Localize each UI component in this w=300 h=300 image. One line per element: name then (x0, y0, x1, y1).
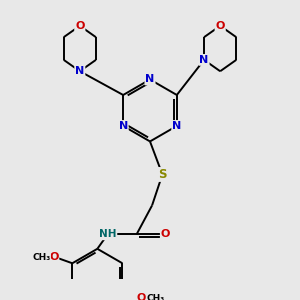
Text: S: S (158, 168, 166, 181)
Text: N: N (172, 121, 182, 131)
Text: O: O (75, 21, 85, 31)
Text: O: O (136, 293, 146, 300)
Text: N: N (146, 74, 154, 85)
Text: NH: NH (99, 230, 116, 239)
Text: CH₃: CH₃ (146, 294, 164, 300)
Text: O: O (49, 252, 58, 262)
Text: N: N (118, 121, 128, 131)
Text: N: N (200, 55, 209, 65)
Text: O: O (161, 230, 170, 239)
Text: CH₃: CH₃ (32, 253, 50, 262)
Text: N: N (75, 66, 84, 76)
Text: O: O (215, 21, 225, 31)
